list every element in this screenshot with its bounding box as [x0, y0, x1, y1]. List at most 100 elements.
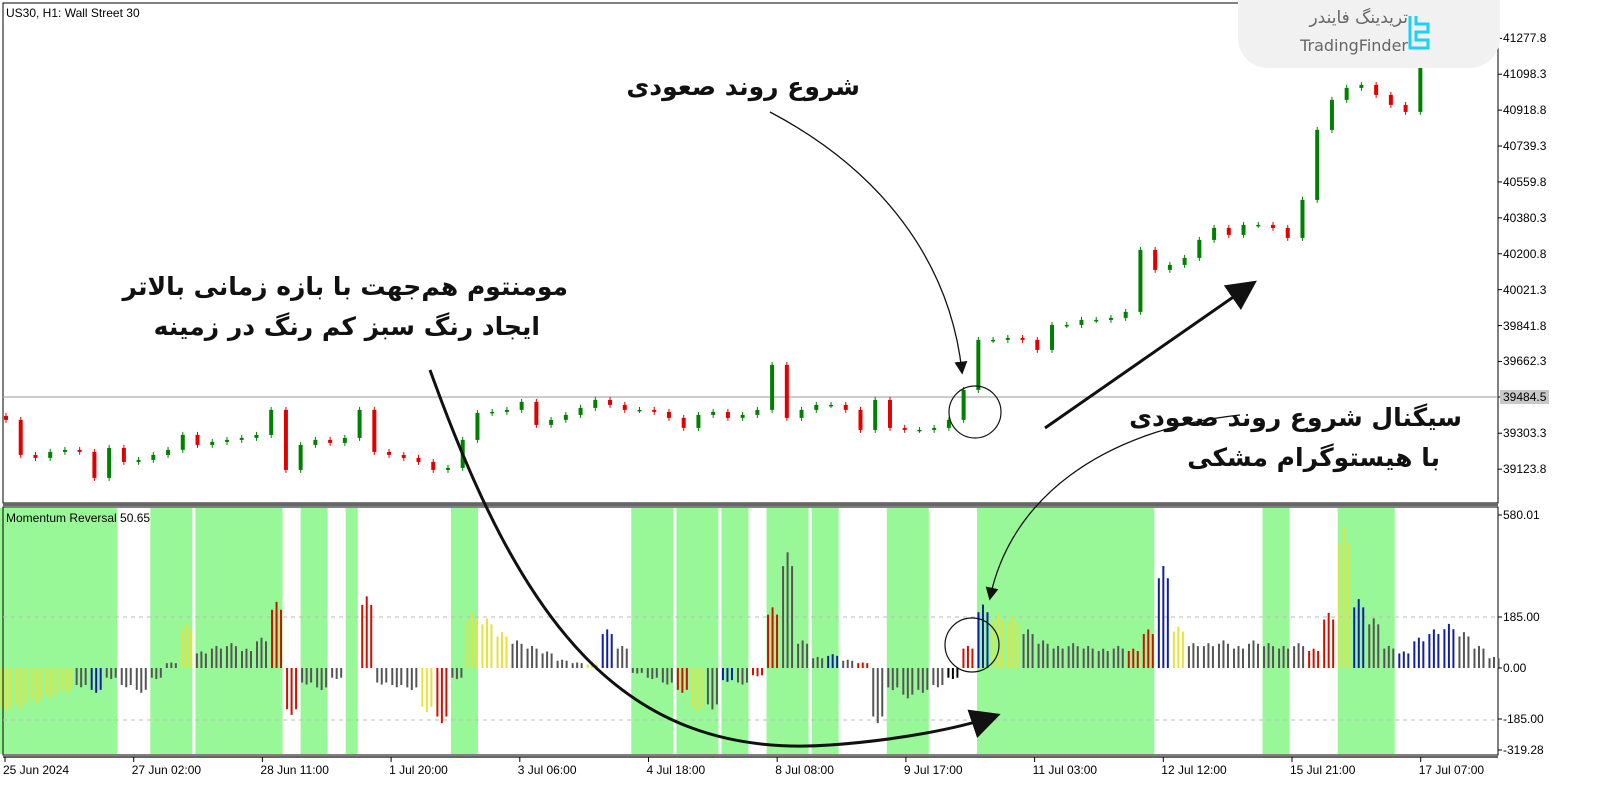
momentum-zone: [1262, 508, 1290, 754]
circle-signal: [944, 617, 1000, 673]
price-axis-label: 39484.5: [1500, 390, 1550, 404]
indicator-axis-label: 580.01: [1503, 508, 1540, 522]
candle: [107, 444, 112, 481]
time-axis-label: 15 Jul 21:00: [1290, 763, 1356, 777]
time-axis-label: 27 Jun 02:00: [131, 763, 202, 777]
candle: [1050, 321, 1055, 353]
candle: [519, 398, 524, 413]
indicator-title: Momentum Reversal 50.65: [6, 511, 151, 525]
momentum-background-zones: [0, 508, 1395, 754]
candle: [622, 401, 627, 413]
candle: [504, 406, 509, 415]
time-axis-label: 28 Jun 11:00: [260, 763, 329, 777]
candle: [1256, 221, 1261, 228]
arrow-uptrend-start: [769, 111, 968, 375]
time-axis-label: 4 Jul 18:00: [646, 763, 706, 777]
momentum-zone: [0, 508, 118, 754]
candle: [1182, 254, 1187, 268]
annotation-momentum-line1: مومنتوم هم‌جهت با بازه زمانی بالاتر: [122, 272, 568, 301]
price-axis-label: 40918.8: [1503, 103, 1547, 118]
candle: [843, 401, 848, 413]
price-axis-label: 40739.3: [1503, 139, 1547, 154]
indicator-axis-label: -319.28: [1503, 743, 1544, 757]
price-axis-label: 41098.3: [1503, 67, 1547, 82]
candle: [991, 336, 996, 343]
time-axis-label: 8 Jul 08:00: [775, 763, 834, 777]
momentum-zone: [886, 508, 929, 754]
tradingfinder-logo-icon: [1408, 16, 1430, 50]
candle: [770, 361, 775, 413]
candle: [328, 436, 333, 446]
time-axis-label: 9 Jul 17:00: [903, 763, 963, 777]
price-axis-label: 40559.8: [1503, 174, 1547, 189]
annotation-signal-line1: سیگنال شروع روند صعودی: [1129, 403, 1462, 432]
candle: [784, 361, 789, 421]
watermark-name-fa: تریدینگ فایندر: [1309, 8, 1408, 28]
candle: [681, 414, 686, 431]
candle: [578, 404, 583, 418]
candle: [475, 409, 480, 443]
candle: [740, 411, 745, 421]
momentum-zone: [721, 508, 749, 754]
watermark-name-en: TradingFinder: [1300, 36, 1408, 55]
price-axis-label: 39123.8: [1503, 462, 1547, 477]
time-axis-label: 1 Jul 20:00: [389, 763, 448, 777]
candle: [1079, 316, 1084, 328]
candle: [1315, 126, 1320, 203]
candle: [1094, 316, 1099, 323]
candle: [1300, 196, 1305, 241]
momentum-zone: [150, 508, 193, 754]
candle: [961, 386, 966, 423]
candle: [652, 406, 657, 415]
candle: [887, 396, 892, 431]
candle: [814, 401, 819, 413]
candle: [946, 416, 951, 431]
momentum-zone: [195, 508, 283, 754]
candle: [932, 424, 937, 433]
candle: [357, 406, 362, 441]
annotation-uptrend-start: شروع روند صعودی: [626, 72, 860, 101]
candle: [1403, 101, 1408, 115]
candle: [902, 424, 907, 433]
candle: [534, 398, 539, 428]
symbol-title: US30, H1: Wall Street 30: [6, 6, 140, 20]
candle: [1005, 334, 1010, 343]
candle: [1241, 221, 1246, 238]
candle: [445, 464, 450, 473]
time-axis-label: 11 Jul 03:00: [1032, 763, 1098, 777]
annotation-marks: [428, 111, 1257, 748]
price-axis-label: 41277.8: [1503, 31, 1547, 46]
time-axis-label: 17 Jul 07:00: [1418, 763, 1485, 777]
candle: [121, 444, 126, 465]
candle: [342, 434, 347, 446]
momentum-zone: [976, 508, 1155, 754]
arrow-momentum: [428, 369, 1001, 748]
candle: [372, 406, 377, 455]
candle: [696, 411, 701, 431]
candle: [254, 431, 259, 441]
time-axis-label: 3 Jul 06:00: [517, 763, 577, 777]
candle: [166, 446, 171, 458]
candle: [873, 396, 878, 433]
candle: [18, 416, 23, 458]
price-axis-label: 39841.8: [1503, 318, 1547, 333]
annotation-signal-line2: با هیستوگرام مشکی: [1187, 443, 1440, 472]
candle: [917, 426, 922, 433]
circle-breakout: [948, 385, 1002, 439]
candle: [1359, 81, 1364, 91]
candle: [269, 406, 274, 438]
candle: [1226, 224, 1231, 238]
candle: [549, 416, 554, 428]
price-axis-label: 39662.3: [1503, 354, 1547, 369]
candle: [401, 451, 406, 461]
axis-ticks: [4, 37, 1502, 762]
candle: [77, 446, 82, 455]
candle: [858, 406, 863, 433]
momentum-zone: [450, 508, 478, 754]
candle: [33, 451, 38, 461]
candle: [1285, 224, 1290, 241]
annotation-momentum-line2: ایجاد رنگ سبز کم رنگ در زمینه: [153, 312, 540, 341]
candle: [1329, 96, 1334, 133]
momentum-zone: [300, 508, 328, 754]
